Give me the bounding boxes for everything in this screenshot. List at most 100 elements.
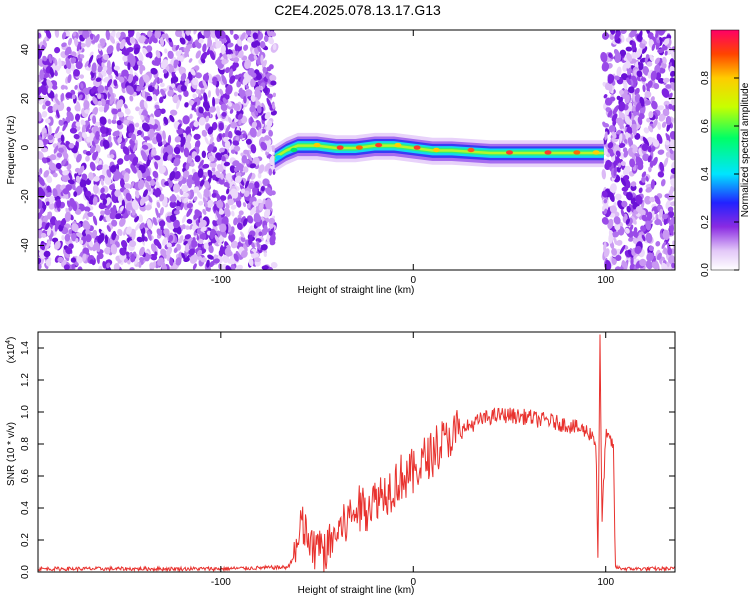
noise-speckle [192,93,198,99]
noise-speckle [193,30,198,35]
noise-speckle [85,229,91,236]
noise-speckle [250,206,257,216]
noise-speckle [613,237,618,246]
noise-speckle [250,72,257,78]
noise-speckle [113,136,119,146]
noise-speckle [648,245,655,252]
noise-speckle [55,109,60,119]
noise-speckle [218,122,224,131]
noise-speckle [619,133,623,144]
snr-panel: -100 0 100 0.0 0.2 0.4 0.6 0.8 1.0 1.2 1.4 Height … [5,331,676,596]
noise-speckle [670,97,675,107]
noise-speckle [61,235,65,241]
noise-speckle [45,118,51,124]
noise-speckle [118,217,126,227]
noise-speckle [40,147,49,153]
noise-speckle [600,52,608,63]
noise-speckle [79,54,85,59]
noise-speckle [71,121,77,129]
noise-speckle [642,66,650,76]
noise-speckle [144,82,149,89]
noise-speckle [173,171,181,180]
noise-speckle [173,146,181,155]
noise-speckle [97,233,105,244]
noise-speckle [612,231,620,238]
noise-speckle [141,206,146,212]
noise-speckle [201,129,208,137]
noise-speckle [661,262,669,270]
noise-speckle [240,188,246,194]
noise-speckle [94,121,100,127]
noise-speckle [625,46,633,52]
noise-speckle [179,37,186,45]
noise-speckle [104,208,111,216]
noise-speckle [260,54,264,65]
noise-speckle [79,179,87,188]
noise-speckle [78,165,85,176]
noise-speckle [634,87,640,96]
noise-speckle [613,166,618,177]
noise-speckle [82,220,90,230]
noise-speckle [177,123,182,130]
noise-speckle [258,202,264,211]
noise-speckle [78,94,83,101]
noise-speckle [254,89,261,97]
noise-speckle [38,187,44,196]
noise-speckle [139,196,146,206]
noise-speckle [632,230,638,238]
noise-speckle [230,240,238,249]
noise-speckle [98,265,103,270]
noise-speckle [649,54,654,62]
colorbar-gradient [711,30,739,270]
noise-speckle [207,144,214,153]
noise-speckle [115,130,120,137]
noise-speckle [612,118,617,127]
noise-speckle [116,42,121,52]
noise-speckle [62,170,70,176]
noise-speckle [212,79,217,86]
noise-speckle [665,84,672,89]
noise-speckle [661,45,668,51]
noise-speckle [631,125,637,136]
noise-speckle [104,103,109,110]
noise-speckle [240,231,245,238]
noise-speckle [216,105,220,114]
trace-hotspot [413,145,421,150]
snr-xtick-label: 100 [597,577,614,588]
noise-speckle [619,244,626,255]
noise-speckle [642,153,650,162]
noise-speckle [650,179,655,190]
noise-speckle [92,115,97,125]
noise-speckle [145,175,152,182]
noise-speckle [644,90,652,98]
noise-speckle [624,94,630,104]
noise-speckle [64,46,72,56]
noise-speckle [201,58,206,64]
noise-speckle [207,90,211,98]
noise-speckle [634,93,641,103]
noise-speckle [107,118,112,125]
noise-speckle [256,45,263,54]
noise-speckle [609,191,615,203]
noise-speckle [238,119,242,126]
noise-speckle [181,184,189,193]
noise-speckle [49,154,57,161]
noise-speckle [202,73,210,82]
noise-speckle [183,47,191,53]
noise-speckle [662,213,668,220]
noise-speckle [268,230,273,236]
noise-speckle [229,75,236,84]
noise-speckle [89,33,94,40]
snr-ytick-label: 0.8 [20,437,31,451]
noise-speckle [154,30,162,39]
noise-speckle [159,96,164,104]
noise-speckle [79,74,85,79]
noise-speckle [104,85,109,91]
noise-speckle [646,61,653,67]
noise-speckle [198,238,204,245]
noise-speckle [611,113,618,122]
heatmap-xtick-label: -100 [211,275,231,286]
noise-speckle [162,130,166,141]
trace-hotspot [505,150,513,155]
noise-speckle [247,203,251,209]
